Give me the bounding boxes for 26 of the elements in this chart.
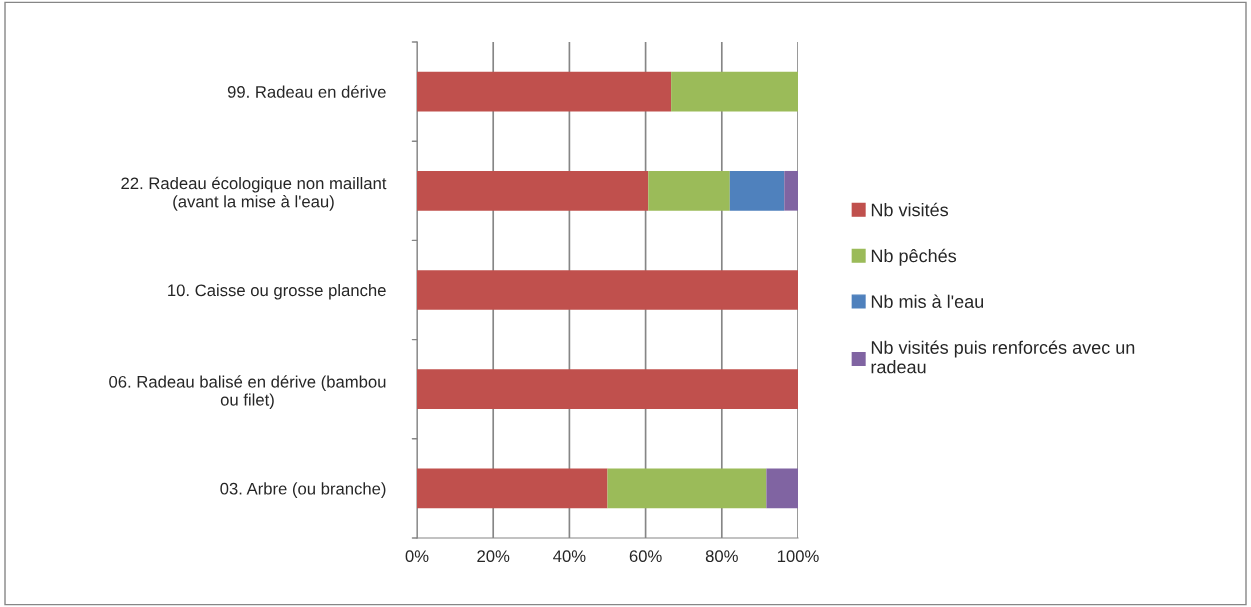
legend-label: Nb visités puis renforcés avec un radeau: [871, 340, 1135, 374]
x-tick-label: 40%: [553, 550, 586, 563]
y-tick-label: 10. Caisse ou grosse planche: [168, 283, 386, 300]
legend-label: Nb pêchés: [871, 248, 957, 266]
x-tick-label: 20%: [477, 550, 510, 563]
bar: [729, 170, 785, 211]
bar: [607, 468, 767, 509]
x-tick-label: 100%: [777, 550, 819, 563]
bar: [417, 170, 649, 211]
y-tick-label: 22. Radeau écologique non maillant (avant la mise à l'eau): [121, 176, 387, 211]
bar: [417, 369, 798, 410]
bar: [671, 71, 798, 112]
x-tick-label: 80%: [705, 550, 738, 563]
legend-label: Nb visités: [871, 202, 949, 217]
bar: [417, 71, 672, 112]
x-tick-label: 60%: [629, 550, 662, 563]
y-tick-label: 03. Arbre (ou branche): [220, 482, 386, 498]
bar: [648, 170, 730, 211]
legend-label: Nb mis à l'eau: [871, 294, 984, 308]
y-tick-label: 99. Radeau en dérive: [227, 85, 386, 98]
x-tick-label: 0%: [405, 550, 429, 563]
bar: [417, 270, 798, 310]
bar: [784, 170, 798, 211]
y-tick-label: 06. Radeau balisé en dérive (bambou ou filet): [109, 375, 386, 409]
bar: [417, 468, 608, 509]
bar: [766, 468, 798, 509]
